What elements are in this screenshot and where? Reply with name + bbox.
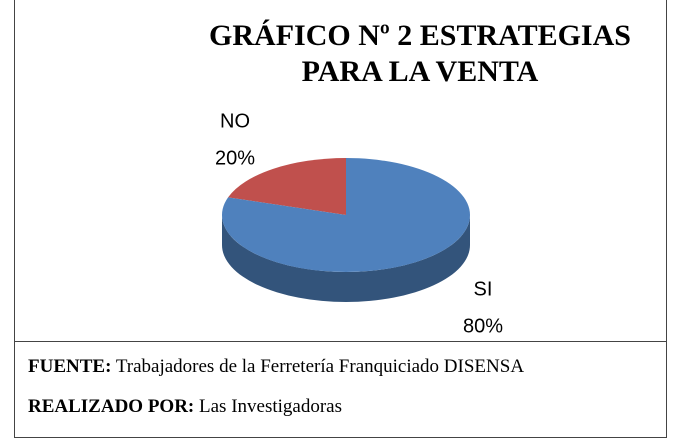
footer-text: Las Investigadoras (199, 396, 342, 417)
footer-line: FUENTE: Trabajadores de la Ferretería Fr… (28, 356, 524, 378)
footer-label: REALIZADO POR: (28, 396, 195, 417)
slice-label: NO (220, 110, 250, 132)
chart-title: GRÁFICO Nº 2 ESTRATEGIAS PARA LA VENTA (209, 19, 631, 88)
slice-value-label: 80% (463, 315, 503, 337)
slice-side (222, 215, 470, 302)
footer-line: REALIZADO POR: Las Investigadoras (28, 396, 342, 418)
slice (228, 158, 346, 215)
slice (222, 158, 470, 272)
slice-value-label: 20% (215, 147, 255, 169)
footer-label: FUENTE: (28, 356, 112, 377)
footer-text: Trabajadores de la Ferretería Franquicia… (115, 356, 525, 377)
separator (14, 341, 667, 342)
slice-label: SI (474, 278, 493, 300)
frame (14, 0, 667, 438)
